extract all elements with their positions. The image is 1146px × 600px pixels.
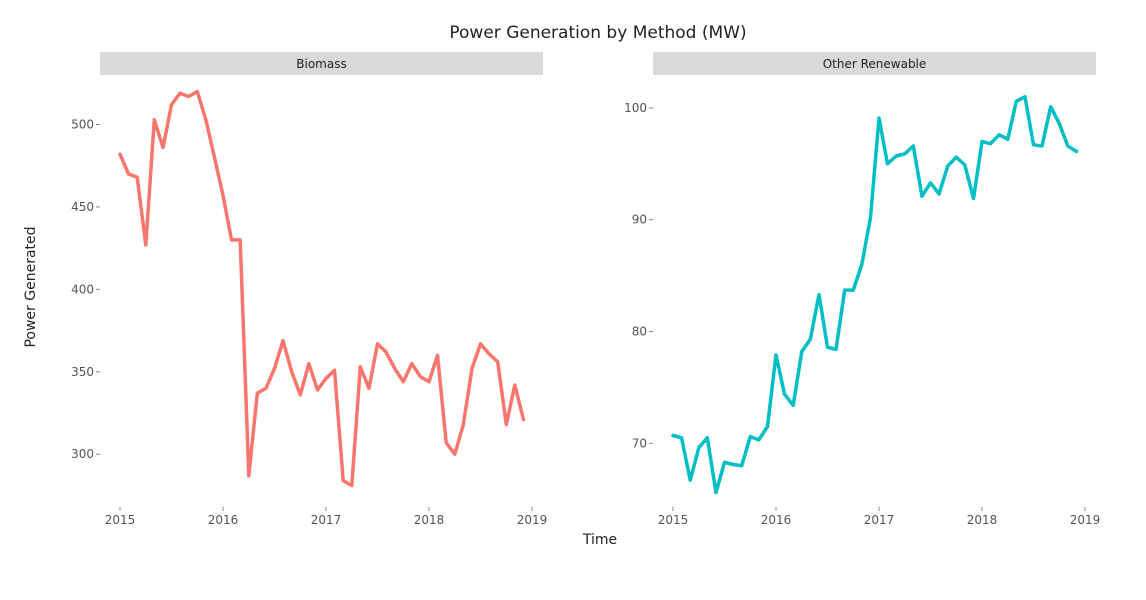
y-tick-label: 300: [71, 447, 94, 461]
panel-biomass: Biomass 300 350 400 450 500 2015 2016 2017 2018 20…: [71, 52, 547, 527]
series-line-biomass: [118, 89, 526, 488]
y-tick-label: 90: [632, 213, 647, 227]
x-tick-label: 2017: [864, 513, 895, 527]
y-tick-label: 100: [624, 101, 647, 115]
x-tick-label: 2017: [311, 513, 342, 527]
facet-strip-label: Other Renewable: [823, 57, 927, 71]
x-axis-title: Time: [582, 532, 617, 548]
x-tick-label: 2018: [414, 513, 445, 527]
series-line-other-renewable: [671, 95, 1079, 495]
chart-title: Power Generation by Method (MW): [449, 23, 746, 43]
facet-strip: [100, 52, 543, 75]
x-tick-label: 2016: [208, 513, 239, 527]
x-tick-label: 2015: [658, 513, 689, 527]
x-tick-label: 2016: [761, 513, 792, 527]
panel-other-renewable: Other Renewable 70 80 90 100 2015 2016 2017 2018…: [624, 52, 1100, 527]
facet-panels: Biomass 300 350 400 450 500 2015 2016 2017 2018 20…: [71, 52, 1100, 527]
x-tick-label: 2019: [517, 513, 548, 527]
x-tick-label: 2018: [967, 513, 998, 527]
y-tick-label: 450: [71, 200, 94, 214]
y-tick-label: 70: [632, 436, 647, 450]
facet-strip-label: Biomass: [296, 57, 346, 71]
y-axis-title: Power Generated: [23, 226, 39, 347]
y-tick-label: 400: [71, 282, 94, 296]
facet-strip: [653, 52, 1096, 75]
y-tick-label: 500: [71, 118, 94, 132]
x-tick-label: 2015: [105, 513, 136, 527]
y-tick-label: 350: [71, 365, 94, 379]
x-tick-label: 2019: [1070, 513, 1101, 527]
y-tick-label: 80: [632, 325, 647, 339]
